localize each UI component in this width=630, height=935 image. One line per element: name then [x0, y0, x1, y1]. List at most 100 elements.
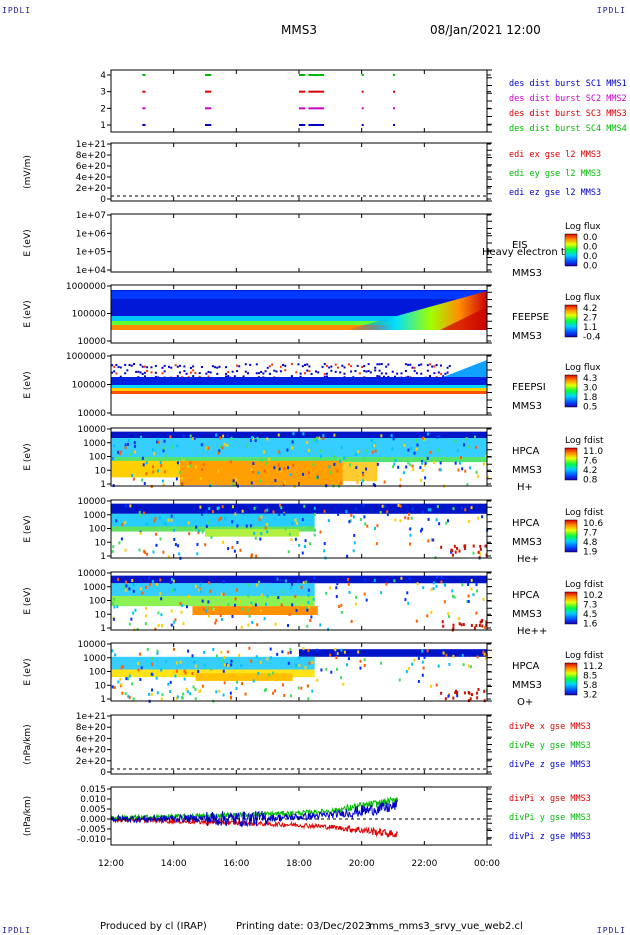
- heatmap-cell: [482, 462, 485, 466]
- heatmap-cell: [421, 436, 424, 440]
- heatmap-cell: [208, 581, 211, 585]
- heatmap-cell: [160, 613, 163, 617]
- heatmap-cell: [128, 622, 131, 626]
- colorbar-tick-label: 0.8: [583, 476, 598, 486]
- heatmap-cell: [181, 603, 184, 607]
- colorbar-tick-label: 4.5: [583, 610, 597, 620]
- heatmap-cell: [305, 607, 308, 611]
- heatmap-cell: [238, 365, 241, 368]
- heatmap-cell: [350, 619, 353, 623]
- heatmap-cell: [177, 544, 180, 548]
- heatmap-cell: [431, 365, 434, 368]
- heatmap-cell: [216, 366, 219, 369]
- heatmap-cell: [124, 446, 127, 450]
- y-tick-label: 10000: [77, 569, 106, 579]
- heatmap-cell: [308, 605, 311, 609]
- heatmap-cell: [139, 587, 142, 591]
- heatmap-cell: [456, 546, 459, 550]
- y-tick-label: 0.015: [80, 785, 106, 795]
- heatmap-cell: [330, 670, 333, 674]
- heatmap-cell: [444, 697, 447, 701]
- heatmap-cell: [385, 365, 388, 368]
- heatmap-cell: [423, 437, 426, 441]
- heatmap-cell: [205, 609, 208, 613]
- heatmap-cell: [156, 440, 159, 444]
- heatmap-cell: [174, 618, 177, 622]
- burst-mark: [308, 124, 325, 126]
- heatmap-cell: [472, 551, 475, 555]
- heatmap-cell: [281, 650, 284, 654]
- panel-frame: [110, 786, 488, 846]
- heatmap-cell: [379, 510, 382, 514]
- heatmap-cell: [421, 649, 424, 653]
- colorbar-tick-label: 1.9: [583, 548, 598, 558]
- y-axis-label: (nPa/km): [23, 724, 33, 764]
- heatmap-cell: [304, 372, 307, 375]
- heatmap-cell: [201, 467, 204, 471]
- heatmap-cell: [236, 364, 239, 367]
- heatmap-cell: [407, 601, 410, 605]
- heatmap-cell: [193, 660, 196, 664]
- heatmap-cell: [365, 467, 368, 471]
- heatmap-cell: [272, 671, 275, 675]
- heatmap-cell: [264, 509, 267, 513]
- heatmap-cell: [250, 481, 253, 485]
- heatmap-cell: [250, 468, 253, 472]
- heatmap-cell: [347, 657, 350, 661]
- x-tick-label: 14:00: [161, 859, 187, 869]
- heatmap-cell: [121, 665, 124, 669]
- heatmap-cell: [151, 579, 154, 583]
- heatmap-cell: [340, 610, 343, 614]
- heatmap-cell: [171, 445, 174, 449]
- heatmap-cell: [175, 477, 178, 481]
- heatmap-cell: [300, 686, 303, 690]
- heatmap-cell: [481, 624, 484, 628]
- heatmap-cell: [192, 437, 195, 441]
- heatmap-cell: [363, 658, 366, 662]
- heatmap-cell: [363, 663, 366, 667]
- heatmap-cell: [125, 677, 128, 681]
- heatmap-cell: [404, 370, 407, 373]
- heatmap-cell: [445, 521, 448, 525]
- heatmap-cell: [173, 528, 176, 532]
- x-tick-label: 00:00: [474, 859, 500, 869]
- heatmap-cell: [139, 531, 142, 535]
- heatmap-cell: [139, 435, 142, 439]
- heatmap-cell: [363, 369, 366, 372]
- panel-frame: [110, 69, 488, 133]
- y-tick-label: 4e+20: [76, 746, 107, 756]
- heatmap-band: [195, 673, 293, 681]
- y-tick-label: 1000000: [66, 282, 106, 292]
- heatmap-cell: [391, 447, 394, 451]
- heatmap-cell: [436, 435, 439, 439]
- heatmap-cell: [319, 530, 322, 534]
- heatmap-cell: [479, 544, 482, 548]
- heatmap-cell: [339, 371, 342, 374]
- heatmap-cell: [278, 512, 281, 516]
- heatmap-cell: [380, 591, 383, 595]
- y-tick-label: 1: [100, 552, 106, 562]
- y-tick-label: 1: [100, 121, 106, 131]
- heatmap-cell: [277, 433, 280, 437]
- heatmap-cell: [429, 363, 432, 366]
- colorbar: [564, 233, 578, 267]
- heatmap-cell: [251, 621, 254, 625]
- heatmap-cell: [473, 626, 476, 630]
- heatmap-cell: [304, 363, 307, 366]
- heatmap-cell: [408, 512, 411, 516]
- heatmap-cell: [271, 363, 274, 366]
- heatmap-cell: [365, 370, 368, 373]
- heatmap-cell: [201, 599, 204, 603]
- heatmap-cell: [338, 604, 341, 608]
- heatmap-cell: [303, 504, 306, 508]
- heatmap-cell: [214, 366, 217, 369]
- heatmap-cell: [209, 589, 212, 593]
- heatmap-cell: [159, 592, 162, 596]
- heatmap-cell: [300, 585, 303, 589]
- heatmap-cell: [319, 449, 322, 453]
- heatmap-cell: [316, 475, 319, 479]
- heatmap-cell: [322, 437, 325, 441]
- heatmap-cell: [453, 544, 456, 548]
- heatmap-cell: [385, 582, 388, 586]
- colorbar-title: Log fdist: [565, 580, 604, 590]
